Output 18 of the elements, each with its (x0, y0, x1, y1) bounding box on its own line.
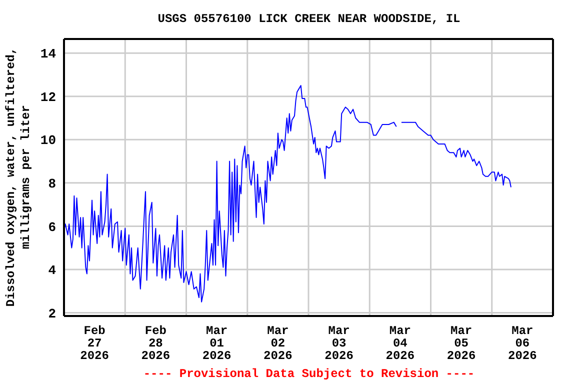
y-axis-title: Dissolved oxygen, water, unfiltered, milligrams per liter (4, 46, 34, 309)
x-tick-label: Mar 04 2026 (386, 324, 415, 363)
x-tick-label: Feb 27 2026 (80, 324, 109, 363)
y-tick-label: 4 (48, 263, 56, 278)
x-tick-label: Mar 03 2026 (324, 324, 354, 363)
x-tick-label: Feb 28 2026 (141, 324, 170, 363)
x-tick-label: Mar 06 2026 (508, 324, 537, 363)
chart-title: USGS 05576100 LICK CREEK NEAR WOODSIDE, IL (156, 12, 462, 26)
x-tick-label: Mar 02 2026 (264, 324, 292, 363)
y-tick-label: 10 (40, 133, 56, 148)
y-tick-label: 6 (48, 220, 56, 235)
text: ---- Provisional Data Subject to Revision ---- (142, 367, 476, 381)
x-tick-label: Mar 01 2026 (202, 324, 232, 363)
x-tick-label: Mar 05 2026 (446, 324, 476, 363)
y-tick-label: 14 (40, 46, 56, 62)
y-tick-label: 2 (48, 306, 56, 322)
y-tick-label: 12 (40, 90, 56, 105)
y-tick-label: 8 (48, 176, 56, 192)
